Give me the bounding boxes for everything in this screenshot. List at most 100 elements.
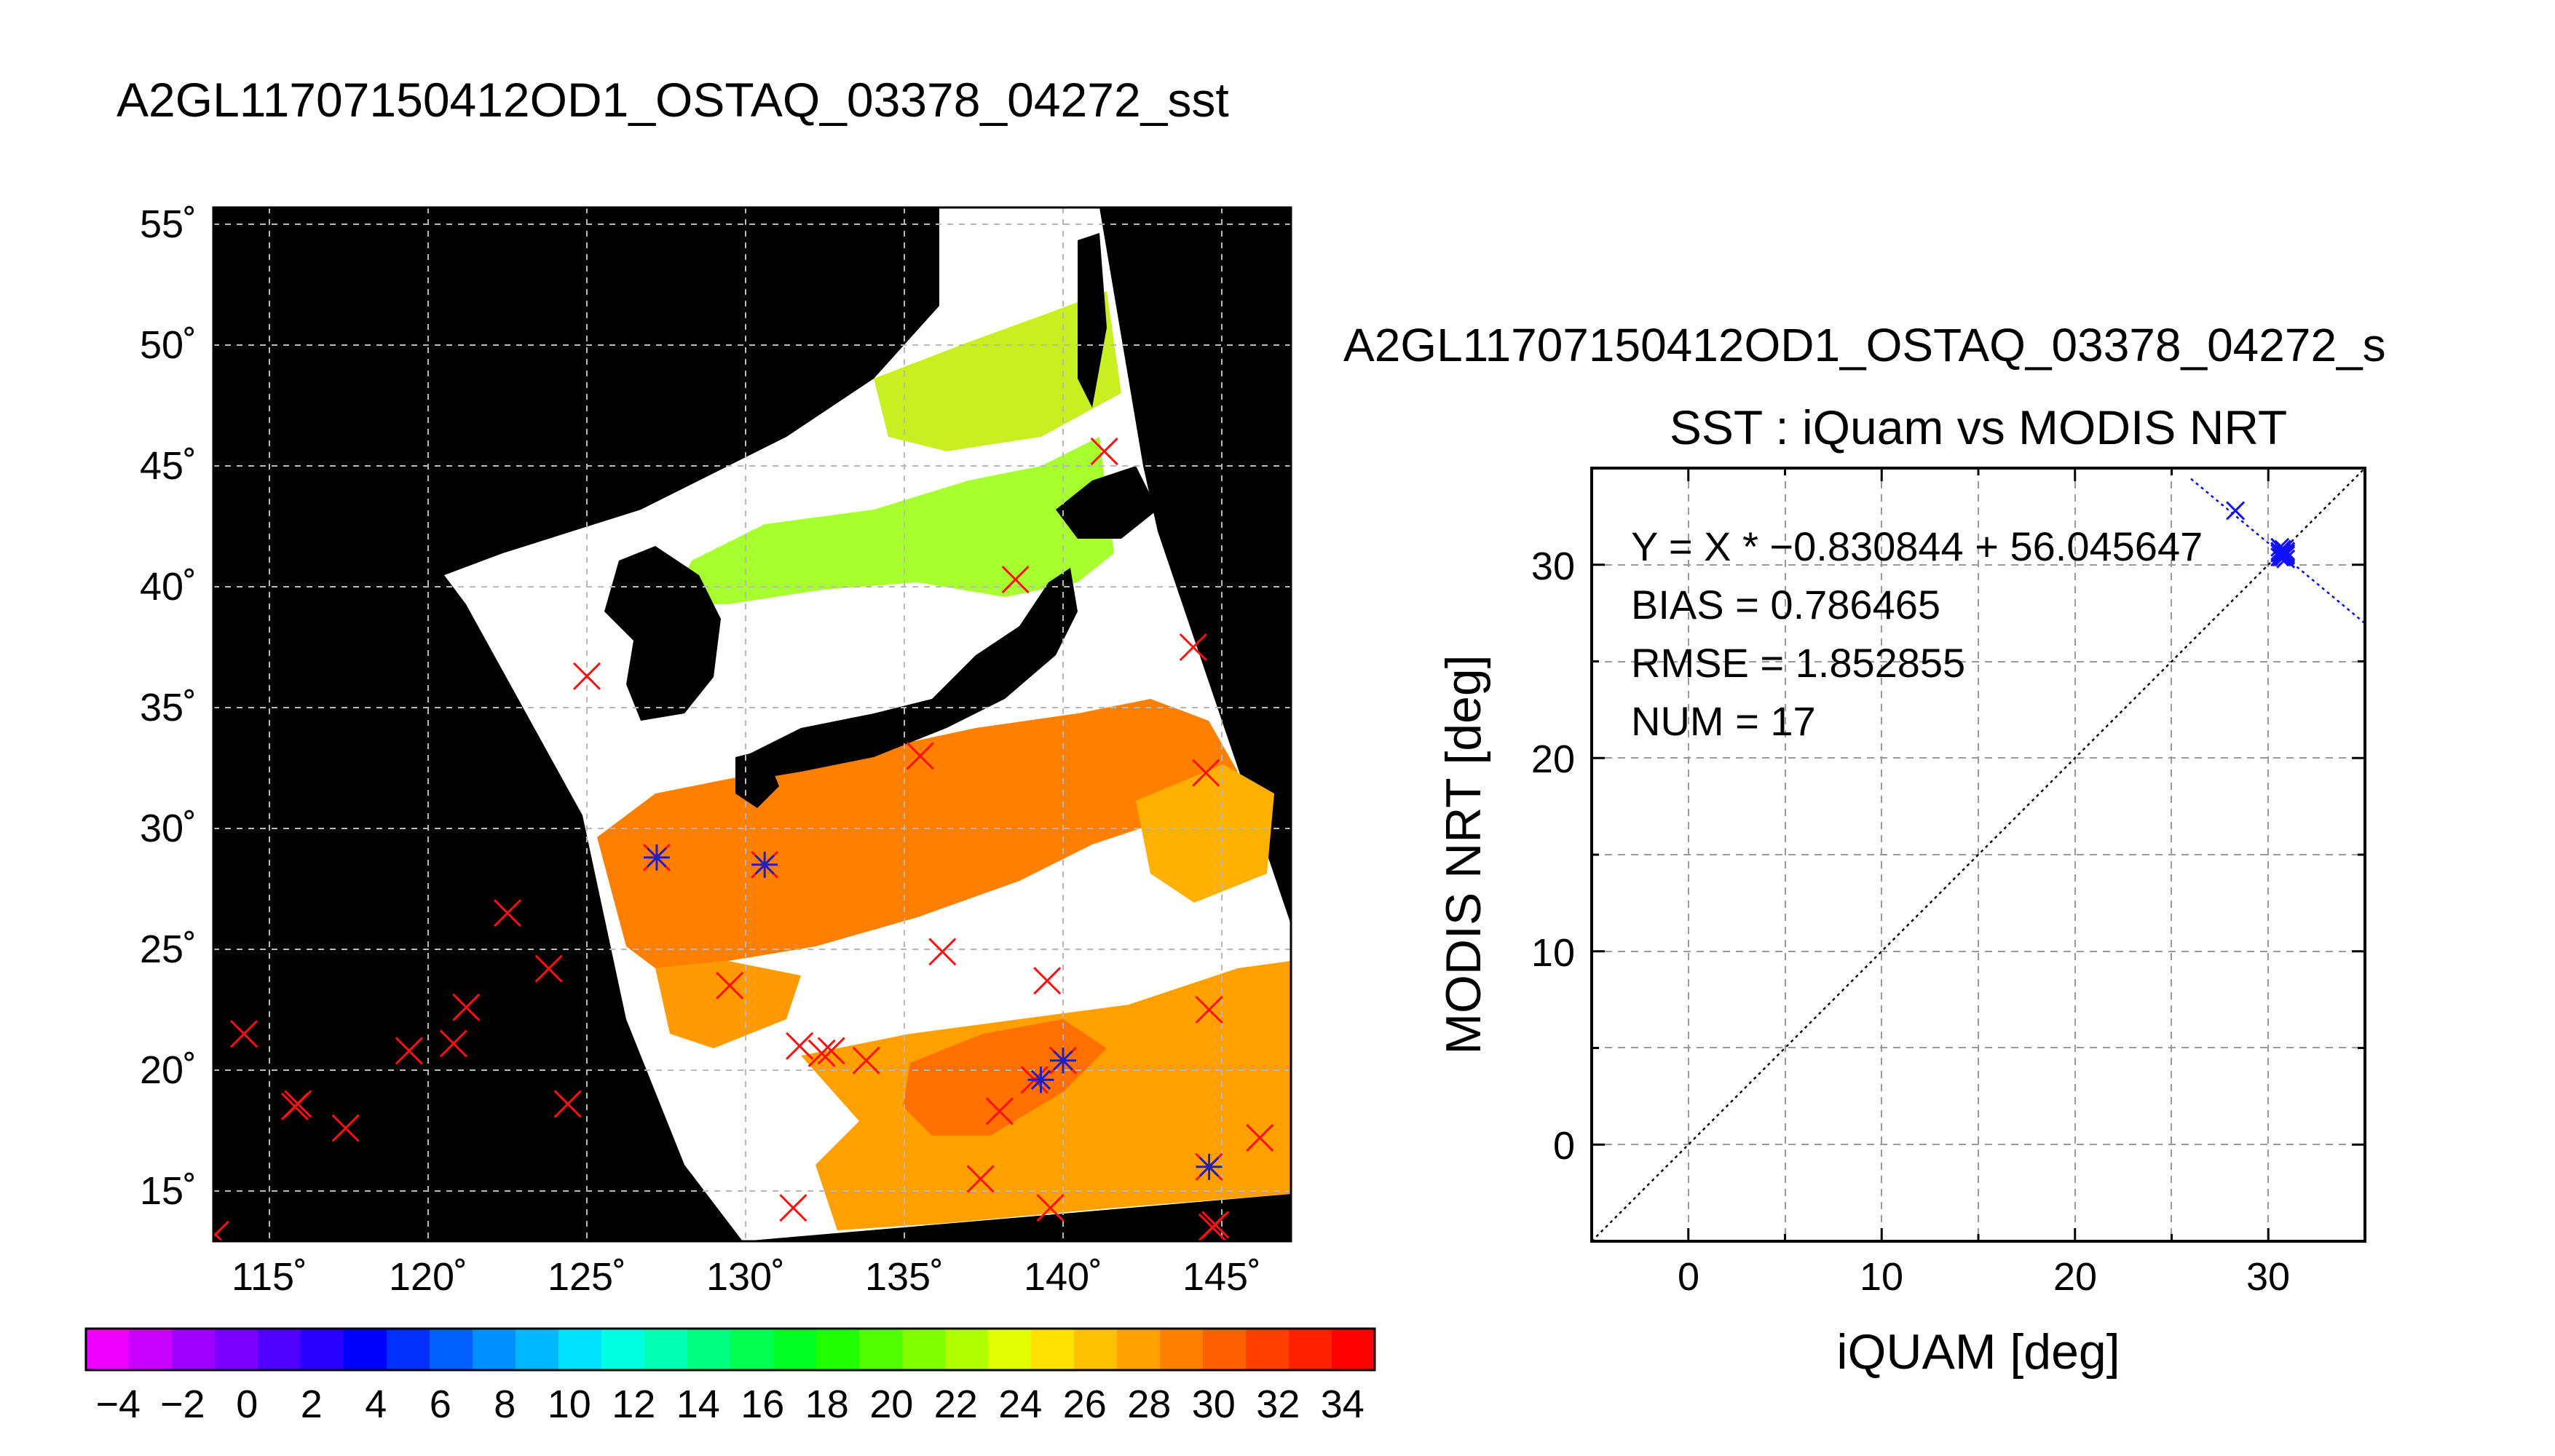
colorbar-label: 6 [430,1382,451,1426]
map-marker-red-x [439,1029,467,1058]
colorbar-label: 30 [1192,1382,1236,1426]
lon-label-130: 130˚ [706,1255,785,1299]
land-japan-hokkaido [1056,466,1158,539]
colorbar-cell [258,1329,301,1370]
colorbar-cell [1160,1329,1204,1370]
colorbar-frame [84,1327,1376,1372]
colorbar-label: 32 [1256,1382,1300,1426]
sst-region-east [1136,764,1274,903]
map-marker-red-x [1246,1123,1274,1152]
map-marker-blue-star [1050,1047,1076,1074]
map-frame [212,206,1292,1243]
map-marker-red-x [1001,565,1030,594]
stats-bias: BIAS = 0.786465 [1631,582,1940,628]
sst-map-panel: 55˚ 50˚ 45˚ 40˚ 35˚ 30˚ 25˚ 20˚ 15˚ 115˚… [140,202,1292,1299]
map-marker-red-x [230,1020,258,1048]
map-lon-labels: 115˚ 120˚ 125˚ 130˚ 135˚ 140˚ 145˚ [232,1255,1261,1299]
lat-label-30: 30˚ [140,807,197,850]
map-marker-red-x [786,1032,814,1060]
lon-label-125: 125˚ [548,1255,626,1299]
colorbar-label: 18 [805,1382,849,1426]
map-marker-red-x [572,662,601,690]
map-lat-labels: 55˚ 50˚ 45˚ 40˚ 35˚ 30˚ 25˚ 20˚ 15˚ [140,202,197,1213]
lon-label-115: 115˚ [232,1255,307,1299]
colorbar-label: 2 [301,1382,323,1426]
colorbar-label: 0 [236,1382,258,1426]
colorbar-cell [172,1329,216,1370]
colorbar-label: 20 [869,1382,913,1426]
colorbar-label: −4 [95,1382,141,1426]
scatter-stats: Y = X * −0.830844 + 56.045647 BIAS = 0.7… [1631,523,2203,744]
scatter-points [2226,501,2296,569]
lat-label-35: 35˚ [140,686,197,729]
map-marker-red-x [966,1165,995,1193]
colorbar-cell [644,1329,688,1370]
lat-label-25: 25˚ [140,927,197,971]
map-marker-red-x [284,1090,312,1118]
land-north-asia [213,207,939,575]
map-marker-red-x [852,1046,880,1075]
scatter-y-axis-label: MODIS NRT [deg] [1436,654,1491,1054]
colorbar-cell [1074,1329,1118,1370]
colorbar-cell [730,1329,774,1370]
colorbar-cell [1246,1329,1290,1370]
map-marker-red-x [807,1039,836,1067]
scatter-grid [1592,468,2365,1241]
colorbar-label: 22 [934,1382,978,1426]
colorbar-cell [773,1329,817,1370]
scatter-tick-marks [1592,468,2365,1241]
colorbar-cell [430,1329,473,1370]
scatter-y-tick-labels: 0 10 20 30 [1531,545,1575,1168]
page-title: A2GL11707150412OD1_OSTAQ_03378_04272_sst [117,73,1229,127]
lon-label-145: 145˚ [1182,1255,1261,1299]
map-marker-red-x [906,742,934,770]
colorbar-cell [1203,1329,1247,1370]
colorbar-cell [859,1329,903,1370]
scatter-title: SST : iQuam vs MODIS NRT [1670,400,2287,454]
lon-label-140: 140˚ [1024,1255,1102,1299]
scatter-point [2276,542,2296,561]
colorbar-cell [301,1329,344,1370]
colorbar-cell [387,1329,430,1370]
scatter-point [2272,547,2291,567]
colorbar-cell [687,1329,731,1370]
colorbar-cell [473,1329,516,1370]
colorbar-labels: −4 −2 0 2 4 6 8 10 12 14 16 18 20 22 24 26 28 30 32 34 [95,1382,1364,1426]
sst-region-kuroshio [597,699,1238,968]
colorbar-label: 26 [1063,1382,1107,1426]
sst-region-sea-of-japan [874,291,1121,451]
map-marker-red-x [1201,1211,1230,1239]
colorbar-label: 4 [365,1382,387,1426]
y-tick-30: 30 [1531,545,1575,588]
sst-region-pacific-warm [903,1019,1107,1136]
map-marker-red-x [553,1090,582,1118]
y-tick-0: 0 [1553,1124,1575,1168]
colorbar-label: 14 [676,1382,720,1426]
x-tick-30: 30 [2246,1255,2290,1299]
map-markers [213,438,1274,1241]
colorbar-cell [945,1329,989,1370]
colorbar-cell [1332,1329,1375,1370]
colorbar-cell [988,1329,1032,1370]
map-marker-red-x [817,1037,845,1065]
lat-label-45: 45˚ [140,444,197,488]
map-marker-red-x [1033,967,1062,995]
map-marker-red-x [928,938,957,966]
map-marker-red-x [1192,759,1220,787]
colorbar-cell [215,1329,258,1370]
colorbar: −4 −2 0 2 4 6 8 10 12 14 16 18 20 22 24 26 28 30 32 34 [84,1327,1376,1426]
sst-region-north [670,437,1114,604]
map-marker-red-x [534,954,563,983]
stats-rmse: RMSE = 1.852855 [1631,640,1965,686]
colorbar-cell [902,1329,946,1370]
y-tick-10: 10 [1531,931,1575,975]
map-marker-red-x [493,899,522,927]
colorbar-cells [86,1329,1375,1370]
lat-label-15: 15˚ [140,1169,197,1213]
map-marker-red-x [1179,633,1207,662]
land-sakhalin [1078,233,1107,408]
stats-num: NUM = 17 [1631,698,1816,744]
colorbar-cell [816,1329,860,1370]
scatter-x-tick-labels: 0 10 20 30 [1678,1255,2290,1299]
map-graticule [213,207,1291,1241]
